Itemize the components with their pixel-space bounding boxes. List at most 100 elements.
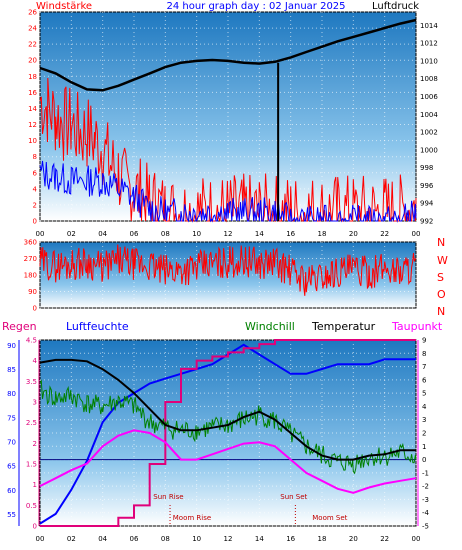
temp-tick-label: 9 xyxy=(422,337,426,345)
temp-tick-label: 8 xyxy=(422,350,426,358)
panel-3-x-axis: 00 02 04 06 08 10 12 14 16 18 20 22 00 xyxy=(36,535,421,543)
left-tick-label: 6 xyxy=(33,169,38,177)
right-tick-label: 998 xyxy=(420,164,433,172)
x-tick-label: 08 xyxy=(161,230,170,238)
direction-tick-label: 180 xyxy=(24,272,37,280)
humidity-tick-label: 60 xyxy=(7,487,16,495)
line-taupunkt xyxy=(39,429,417,494)
series-temperatur xyxy=(39,358,416,461)
series-windrichtung xyxy=(39,244,417,296)
rain-tick-label: 3.5 xyxy=(26,378,37,386)
x-tick-label: 00 xyxy=(412,535,421,543)
x-tick-label: 12 xyxy=(224,535,233,543)
direction-tick-label: 270 xyxy=(24,255,37,263)
panel-1-x-axis: 00 02 04 06 08 10 12 14 16 18 20 22 00 xyxy=(36,230,421,238)
right-tick-label: 1014 xyxy=(420,22,438,30)
temp-tick-label: 2 xyxy=(422,430,426,438)
x-tick-label: 00 xyxy=(36,535,45,543)
line-windstaerke xyxy=(39,77,417,223)
panel-1-series xyxy=(39,18,417,223)
humidity-tick-label: 85 xyxy=(7,366,16,374)
left-tick-label: 0 xyxy=(33,218,37,226)
sun-moon-annotations: Sun Rise Moom Rise Sun Set Moom Set xyxy=(153,493,348,526)
left-tick-label: 10 xyxy=(28,137,37,145)
series-taupunkt xyxy=(39,429,417,494)
panel-3-series xyxy=(39,339,417,527)
rain-tick-label: 0.5 xyxy=(26,502,37,510)
temp-tick-label: -1 xyxy=(422,469,429,477)
panel-1-right-axis: 992 994 996 998 1000 1002 1004 1006 1008 1010 1012… xyxy=(420,22,438,226)
x-tick-label: 10 xyxy=(192,230,201,238)
panel-1-grid xyxy=(39,11,417,222)
rain-tick-label: 4.5 xyxy=(26,337,37,345)
temperatur-label: Temperatur xyxy=(311,320,376,333)
x-tick-label: 12 xyxy=(224,230,233,238)
series-luftdruck xyxy=(39,18,417,92)
humidity-axis: 55 60 65 70 75 80 85 90 xyxy=(7,340,20,526)
left-tick-label: 16 xyxy=(28,89,37,97)
luftfeuchte-label: Luftfeuchte xyxy=(66,320,129,333)
right-tick-label: 1006 xyxy=(420,93,438,101)
annotation-label: Moom Set xyxy=(312,514,347,522)
right-tick-label: 1002 xyxy=(420,129,438,137)
x-tick-label: 00 xyxy=(36,230,45,238)
right-tick-label: 1008 xyxy=(420,75,438,83)
series-windchill xyxy=(39,379,417,475)
rain-tick-label: 2.5 xyxy=(26,419,37,427)
x-tick-label: 08 xyxy=(161,535,170,543)
rain-tick-label: 1.5 xyxy=(26,461,37,469)
panel-wind-pressure: 24 hour graph day : 02 Januar 2025 Winds… xyxy=(28,1,438,238)
humidity-tick-label: 80 xyxy=(7,390,16,398)
panel-temperature-humidity: Regen Luftfeuchte Windchill Temperatur T… xyxy=(2,320,443,543)
annotation-label: Sun Rise xyxy=(153,493,183,501)
humidity-tick-label: 55 xyxy=(7,511,16,519)
direction-tick-label: 90 xyxy=(28,288,37,296)
temp-tick-label: 3 xyxy=(422,416,426,424)
series-wind-blue xyxy=(39,160,417,223)
luftdruck-label: Luftdruck xyxy=(372,1,419,12)
temp-tick-label: -4 xyxy=(422,509,430,517)
series-regen xyxy=(40,339,416,527)
direction-letter: N xyxy=(437,305,445,318)
right-tick-label: 994 xyxy=(420,200,434,208)
rain-tick-label: 4 xyxy=(33,357,38,365)
left-tick-label: 2 xyxy=(33,201,37,209)
x-tick-label: 06 xyxy=(130,535,139,543)
line-windrichtung xyxy=(39,244,417,296)
series-windstaerke xyxy=(39,77,417,223)
direction-letter: S xyxy=(437,271,444,284)
x-tick-label: 22 xyxy=(380,230,389,238)
temp-tick-label: 7 xyxy=(422,363,426,371)
rain-tick-label: 2 xyxy=(33,440,37,448)
right-tick-label: 1010 xyxy=(420,57,438,65)
left-tick-label: 22 xyxy=(28,41,37,49)
x-tick-label: 14 xyxy=(255,230,264,238)
left-tick-label: 14 xyxy=(28,105,37,113)
direction-letter: W xyxy=(437,254,448,267)
left-tick-label: 24 xyxy=(28,25,37,33)
direction-letter: N xyxy=(437,236,445,249)
x-tick-label: 04 xyxy=(98,535,107,543)
temp-tick-label: -2 xyxy=(422,483,429,491)
temperature-axis: -5 -4 -3 -2 -1 0 1 2 3 4 5 6 7 8 9 xyxy=(417,337,430,531)
right-tick-label: 996 xyxy=(420,182,434,190)
temp-tick-label: 1 xyxy=(422,443,426,451)
left-tick-label: 18 xyxy=(28,73,37,81)
x-tick-label: 20 xyxy=(349,230,358,238)
x-tick-label: 02 xyxy=(67,535,76,543)
x-tick-label: 10 xyxy=(192,535,201,543)
humidity-tick-label: 70 xyxy=(7,438,16,446)
left-tick-label: 8 xyxy=(33,153,37,161)
panel-2-series xyxy=(39,244,417,296)
line-wind-blue xyxy=(39,160,417,223)
temp-tick-label: 5 xyxy=(422,390,426,398)
regen-label: Regen xyxy=(2,320,37,333)
x-tick-label: 20 xyxy=(349,535,358,543)
x-tick-label: 02 xyxy=(67,230,76,238)
rain-tick-label: 0 xyxy=(33,523,37,531)
panel-3-grid xyxy=(39,339,417,527)
humidity-tick-label: 90 xyxy=(7,342,16,350)
